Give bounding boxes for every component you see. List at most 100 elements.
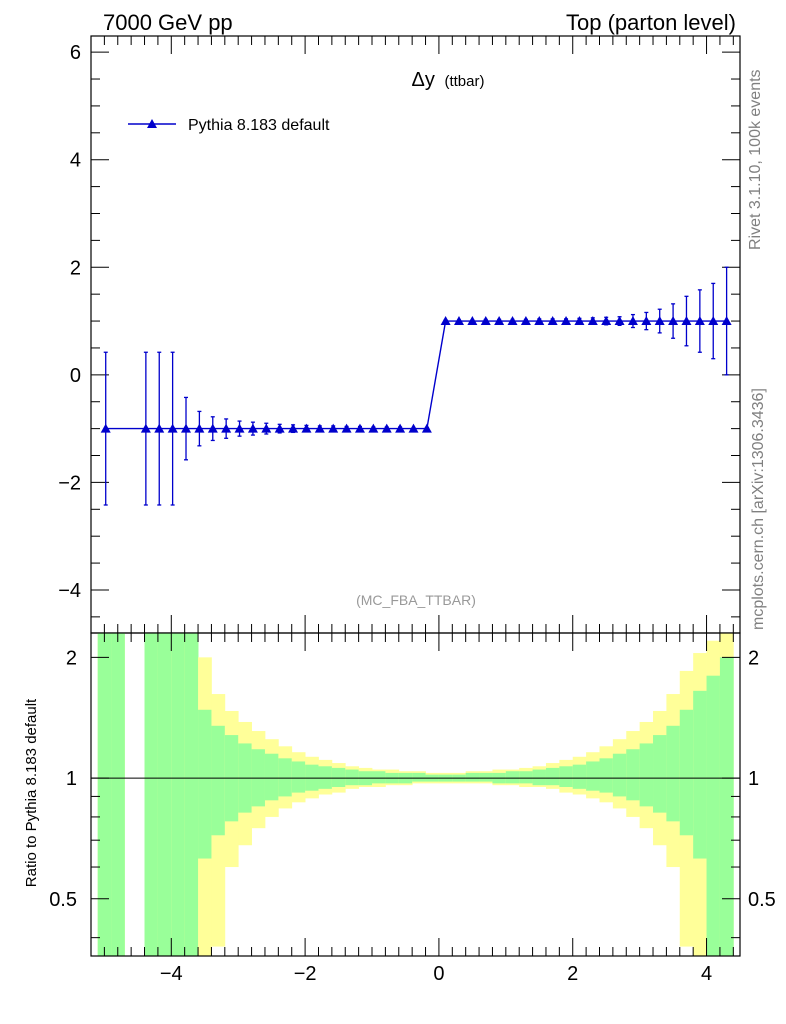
- band-inner: [184, 633, 199, 956]
- band-inner: [572, 764, 587, 789]
- data-point: [301, 423, 312, 433]
- data-point: [708, 316, 719, 326]
- band-inner: [612, 753, 627, 797]
- band-inner: [586, 761, 600, 791]
- y-tick-label: 4: [70, 150, 81, 172]
- x-tick-label: 2: [567, 963, 578, 985]
- ratio-y-tick-label-right: 1: [748, 768, 759, 790]
- band-inner: [345, 769, 360, 786]
- data-point: [453, 316, 464, 326]
- data-point: [721, 316, 732, 326]
- band-inner: [519, 771, 533, 784]
- main-y-ticks: −4 −2 0 2 4 6: [58, 36, 740, 633]
- band-inner: [505, 771, 520, 784]
- y-tick-label: 6: [70, 42, 81, 64]
- data-point: [694, 316, 705, 326]
- ratio-y-tick-label: 1: [66, 768, 77, 790]
- legend-marker: [147, 119, 157, 128]
- band-inner: [639, 743, 654, 807]
- data-point: [574, 316, 585, 326]
- data-point: [520, 316, 531, 326]
- y-tick-label: −2: [58, 472, 81, 494]
- data-point: [314, 423, 325, 433]
- data-point: [681, 316, 692, 326]
- band-inner: [653, 735, 667, 813]
- band-inner: [111, 633, 125, 956]
- rivet-label: Rivet 3.1.10, 100k events: [747, 69, 764, 250]
- y-tick-label: 2: [70, 257, 81, 279]
- band-inner: [465, 772, 480, 782]
- band-inner: [278, 758, 293, 797]
- ratio-bands: [97, 633, 734, 956]
- band-inner: [626, 749, 641, 801]
- data-point: [341, 423, 352, 433]
- legend-label: Pythia 8.183 default: [188, 117, 330, 134]
- x-tick-label: −4: [160, 963, 183, 985]
- data-point: [354, 423, 365, 433]
- header-right: Top (parton level): [566, 10, 736, 35]
- data-point: [100, 423, 111, 433]
- series-pythia: [100, 266, 732, 506]
- data-point: [247, 423, 258, 433]
- band-inner: [693, 690, 707, 859]
- data-point: [408, 423, 419, 433]
- title-suffix: (ttbar): [444, 73, 484, 90]
- band-inner: [291, 761, 306, 793]
- data-point: [627, 316, 638, 326]
- data-point: [547, 316, 558, 326]
- data-point: [480, 316, 491, 326]
- data-point: [641, 316, 652, 326]
- data-point: [234, 423, 245, 433]
- ratio-y-tick-label: 0.5: [49, 889, 77, 911]
- band-inner: [171, 633, 186, 956]
- data-point: [395, 423, 406, 433]
- ratio-ticks: 0.5 0.5 1 1 2 2 −4 −2 0 2 4: [49, 633, 776, 985]
- source-label: mcplots.cern.ch [arXiv:1306.3436]: [750, 388, 767, 630]
- data-point: [181, 423, 192, 433]
- band-inner: [532, 769, 547, 786]
- band-inner: [706, 675, 721, 956]
- ratio-y-tick-label: 2: [66, 647, 77, 669]
- band-inner: [666, 725, 681, 822]
- main-panel: −4 −2 0 2 4 6 Pythia 8.183 default: [58, 35, 741, 634]
- data-point: [654, 316, 665, 326]
- data-point: [274, 423, 285, 433]
- data-point: [601, 316, 612, 326]
- band-inner: [157, 633, 172, 956]
- title-symbol: Δy: [412, 69, 435, 91]
- data-point: [614, 316, 625, 326]
- band-inner: [211, 725, 226, 836]
- band-inner: [545, 767, 560, 786]
- data-point: [261, 423, 272, 433]
- band-inner: [719, 657, 734, 956]
- band-inner: [412, 772, 426, 782]
- band-inner: [479, 772, 493, 782]
- band-inner: [599, 758, 614, 793]
- data-point: [140, 423, 151, 433]
- data-point: [288, 423, 299, 433]
- ratio-panel: 0.5 0.5 1 1 2 2 −4 −2 0 2 4: [49, 632, 776, 985]
- data-point: [221, 423, 232, 433]
- band-inner: [679, 709, 694, 836]
- data-point: [167, 423, 178, 433]
- data-point: [507, 316, 518, 326]
- ratio-ylabel: Ratio to Pythia 8.183 default: [23, 698, 40, 887]
- data-point: [668, 316, 679, 326]
- analysis-label: (MC_FBA_TTBAR): [356, 592, 476, 608]
- ratio-frame: [90, 632, 741, 957]
- x-tick-label: 0: [433, 963, 444, 985]
- legend: Pythia 8.183 default: [128, 117, 330, 134]
- y-tick-label: 0: [70, 365, 81, 387]
- data-point: [381, 423, 392, 433]
- band-inner: [331, 767, 346, 787]
- band-inner: [318, 766, 333, 789]
- ratio-y-tick-label-right: 0.5: [748, 889, 776, 911]
- band-inner: [264, 753, 279, 801]
- data-point: [421, 423, 432, 433]
- x-tick-label: 4: [701, 963, 712, 985]
- data-point: [194, 423, 205, 433]
- plot-title: Δy (ttbar): [412, 69, 485, 91]
- band-inner: [559, 766, 574, 787]
- data-point: [154, 423, 165, 433]
- data-point: [534, 316, 545, 326]
